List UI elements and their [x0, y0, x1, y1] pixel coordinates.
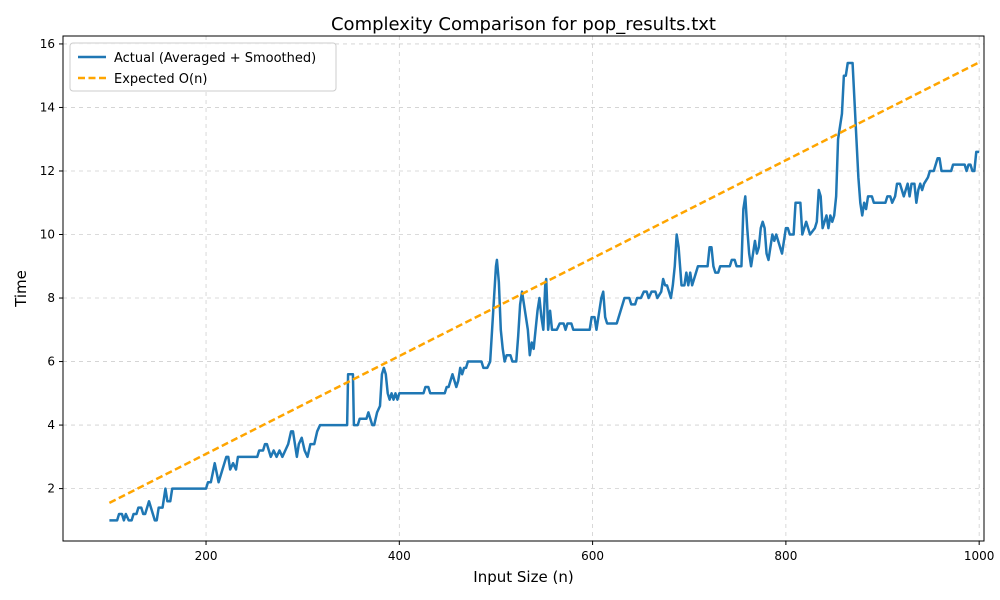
x-tick-label: 800 — [774, 549, 797, 563]
y-tick-label: 6 — [47, 355, 55, 369]
y-tick-label: 14 — [40, 100, 55, 114]
legend: Actual (Averaged + Smoothed) Expected O(… — [69, 42, 337, 92]
y-tick-label: 4 — [47, 418, 55, 432]
x-tick-label: 200 — [195, 549, 218, 563]
x-tick-label: 1000 — [964, 549, 995, 563]
y-axis-label: Time — [12, 270, 30, 308]
legend-label-expected: Expected O(n) — [114, 72, 207, 87]
legend-box — [69, 42, 337, 92]
expected-series-line — [108, 61, 980, 505]
axis-ticks: 200 400 600 800 1000 2 4 6 8 10 12 14 16 — [40, 37, 995, 563]
chart-title: Complexity Comparison for pop_results.tx… — [331, 14, 716, 35]
y-tick-label: 10 — [40, 228, 55, 242]
actual-series-line — [109, 61, 980, 522]
series-lines — [108, 61, 980, 522]
y-tick-label: 8 — [47, 291, 55, 305]
y-tick-label: 16 — [40, 37, 55, 51]
y-tick-label: 2 — [47, 482, 55, 496]
x-axis-label: Input Size (n) — [473, 568, 573, 586]
legend-label-actual: Actual (Averaged + Smoothed) — [114, 51, 316, 66]
x-tick-label: 400 — [388, 549, 411, 563]
x-tick-label: 600 — [581, 549, 604, 563]
plot-area-frame — [62, 35, 985, 542]
y-tick-label: 12 — [40, 164, 55, 178]
